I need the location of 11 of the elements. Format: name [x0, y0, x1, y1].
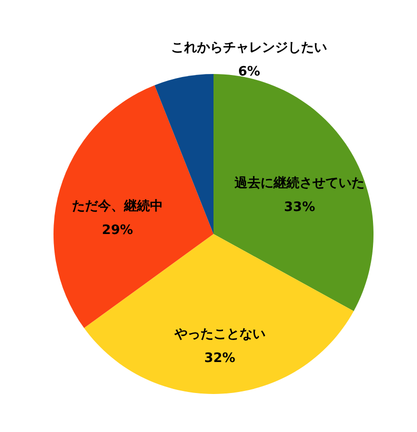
- slice-label: 過去に継続させていた: [234, 176, 365, 192]
- data-label: 6%: [238, 64, 260, 80]
- pie-slice: [84, 234, 354, 394]
- slice-label: やったことない: [173, 326, 266, 342]
- data-label: 29%: [102, 223, 134, 238]
- data-label: 33%: [284, 200, 316, 216]
- data-label: 32%: [204, 350, 236, 366]
- pie-slice: [54, 85, 214, 328]
- slice-label: これからチャレンジしたい: [171, 40, 328, 56]
- pie-slice: [214, 74, 374, 312]
- slice-label: ただ今、継続中: [72, 199, 163, 214]
